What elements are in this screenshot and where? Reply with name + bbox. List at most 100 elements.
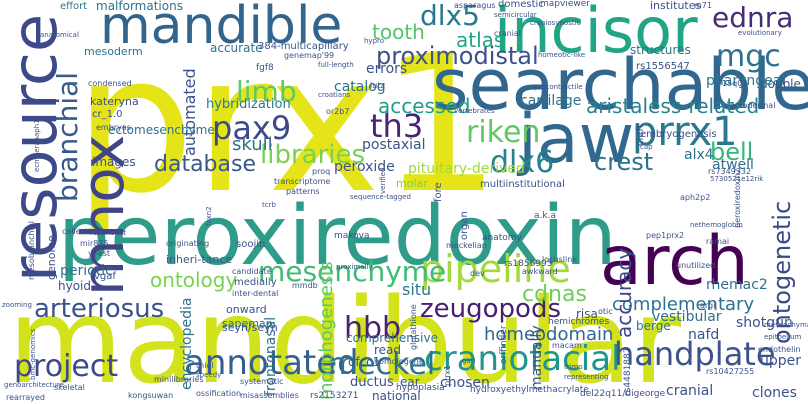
word-rs1856995: rs1856995	[504, 259, 553, 269]
word-mir875: mir875	[80, 239, 109, 248]
word-homeodomain: homeodomain	[484, 324, 614, 345]
word-foxn2: foxn2	[205, 206, 213, 226]
word-medially: medially	[234, 277, 277, 288]
word-manually: manually	[529, 325, 545, 390]
word-mandible: mandible	[100, 0, 343, 56]
word-cdnas: cdnas	[522, 282, 587, 307]
word-bmc-genomics: bmc-genomics	[29, 328, 37, 380]
word-upper: upper	[760, 353, 802, 369]
word-mmdb: mmdb	[292, 281, 318, 290]
word-accurate: accurate	[210, 41, 263, 55]
word-ofcc1: ofcc1	[348, 355, 381, 369]
word-malformations: malformations	[96, 0, 183, 13]
word-accessed: accessed	[378, 94, 471, 118]
word-automated: automated	[180, 68, 199, 156]
word-anatomical: anatomical	[40, 31, 79, 39]
word-y-est: y'-est	[88, 249, 111, 258]
word-orffinder: orffinder	[499, 325, 509, 364]
word-makova: makova	[334, 231, 370, 241]
word-peroxiredoxin2: peroxiredoxin2	[733, 168, 742, 228]
word-thiol: thiol	[196, 361, 214, 370]
word-mandibular: mandibular	[8, 272, 682, 404]
word-risa: risa	[576, 307, 598, 321]
word-handplate: handplate	[614, 335, 776, 373]
word-peroxide: peroxide	[334, 159, 395, 175]
word-meckel: meckel	[328, 347, 436, 382]
word-fgf8: fgf8	[256, 63, 274, 73]
word-hyoid: hyoid	[58, 279, 91, 293]
word-genoarchitecture: genoarchitecture	[4, 381, 64, 389]
word-inter-dental: inter-dental	[232, 289, 279, 298]
word-vertebrates: vertebrates	[454, 107, 495, 115]
word-accuracy: accuracy	[612, 247, 636, 338]
word-a-k-a: a.k.a	[534, 211, 556, 221]
word-locuslink: locuslink	[542, 255, 577, 264]
word-cranial-small: cranial	[494, 29, 522, 38]
word-awkward: awkward	[522, 267, 558, 276]
word-precontractile: precontractile	[534, 83, 583, 91]
word-effort: effort	[60, 1, 88, 12]
word-cartilage: cartilage	[520, 93, 582, 109]
word-ectomesenchyme: ectomesenchyme	[108, 123, 215, 137]
word-lutz: lutz	[370, 81, 385, 90]
word-onward: onward	[226, 303, 267, 316]
word-organ: organ	[459, 211, 470, 240]
word-hbb: hbb	[344, 311, 402, 346]
word-seyn-seyn: seyn/seyn	[222, 321, 278, 334]
word-rs10427255: rs10427255	[706, 367, 755, 376]
word-skull: skull	[232, 134, 273, 155]
word-proq: proq	[312, 167, 331, 176]
word-kongsuwan: kongsuwan	[128, 391, 174, 400]
word-catalog: catalog	[334, 79, 386, 95]
word-rs2153271: rs2153271	[310, 391, 359, 401]
word-branchial: branchial	[51, 71, 84, 202]
word-craniofacial: craniofacial	[424, 339, 621, 379]
word-limb: limb	[236, 75, 297, 108]
word-th3: th3	[370, 107, 424, 145]
word-errors: errors	[366, 61, 408, 77]
word-mesenchymal: mesenchymal	[764, 321, 808, 329]
word-read: read	[374, 343, 402, 357]
word-tooth: tooth	[372, 20, 425, 44]
word-genome: genome	[45, 235, 58, 280]
word-mapviewer: mapviewer	[540, 0, 590, 9]
word-complementary: complementary	[612, 294, 755, 315]
word-speedy: speedy	[196, 371, 222, 379]
word-unutilized: unutilized	[676, 261, 716, 270]
word-pep1prx2: pep1prx2	[646, 231, 685, 240]
word-hypoplasia: hypoplasia	[396, 383, 445, 393]
word-cap: cap	[640, 143, 653, 151]
word-jaw: jaw	[518, 100, 635, 179]
word-ectodermal: ectodermal	[730, 101, 776, 110]
word-aristaless-related: aristaless-related	[586, 94, 760, 118]
word-zooming: zooming	[2, 301, 32, 309]
word-evolutionary: evolutionary	[738, 29, 782, 37]
word-embryogenesis: embryogenesis	[640, 129, 717, 140]
word-proximodistal: proximodistal	[376, 42, 539, 70]
word-384-multicapillary: 384-multicapillary	[258, 41, 349, 52]
word-otic: otic	[598, 307, 613, 316]
word-ramai: ramai	[706, 237, 730, 246]
word-rhemac2: rhemac2	[706, 277, 768, 293]
word-macam: macam	[552, 341, 582, 350]
word-atwell: atwell	[712, 157, 754, 173]
word-ductus: ductus	[350, 375, 394, 390]
word-tcrb: tcrb	[262, 201, 276, 209]
word-nafd: nafd	[688, 327, 720, 343]
word-alx4: alx4	[684, 147, 714, 163]
word-mesenchyme: mesenchyme	[258, 255, 447, 288]
word-prrx1: prrx1	[632, 109, 738, 155]
word-arteriosus: arteriosus	[34, 294, 165, 324]
word-argi: argi	[700, 301, 716, 310]
word-collection: collection	[62, 227, 101, 236]
word-atlas: atlas	[456, 28, 505, 52]
word-glutathione: glutathione	[409, 304, 418, 350]
word-croatians: croatians	[318, 91, 351, 99]
word-redundant: redundant	[90, 229, 127, 237]
word-m71: m71	[694, 1, 712, 10]
word-annotated: annotated	[184, 343, 359, 383]
word-del22q11-digeorge: del22q11/digeorge	[580, 389, 666, 399]
word-images: images	[92, 155, 136, 169]
word-misassemblies: misassemblies	[240, 391, 299, 400]
word-domestic: domestic	[498, 0, 544, 10]
